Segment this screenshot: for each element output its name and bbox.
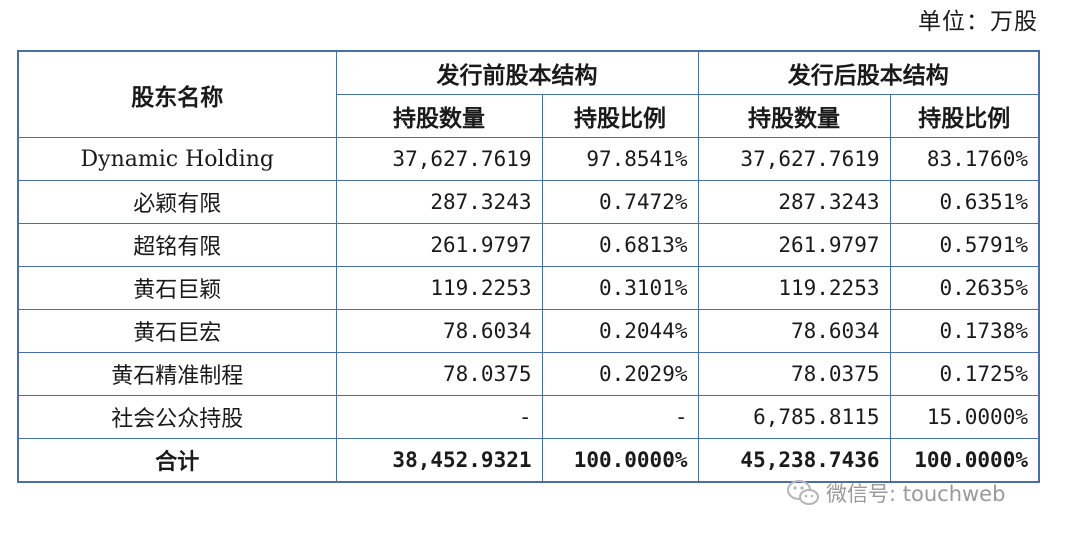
table-row: 超铭有限 261.9797 0.6813% 261.9797 0.5791% — [17, 223, 1040, 267]
row-post-shares: 287.3243 — [697, 180, 891, 224]
row-pre-ratio: 97.8541% — [541, 137, 699, 181]
table-row: 黄石巨颖 119.2253 0.3101% 119.2253 0.2635% — [17, 266, 1040, 310]
header-shareholder-name: 股东名称 — [17, 50, 337, 138]
row-pre-shares: 78.0375 — [335, 352, 543, 396]
row-name: 必颖有限 — [17, 180, 337, 224]
row-post-ratio: 0.6351% — [889, 180, 1040, 224]
table-row: Dynamic Holding 37,627.7619 97.8541% 37,… — [17, 137, 1040, 181]
row-name: Dynamic Holding — [17, 137, 337, 181]
row-pre-shares: 287.3243 — [335, 180, 543, 224]
header-pre-ratio: 持股比例 — [541, 94, 699, 138]
watermark: 微信号: touchweb — [786, 478, 1005, 508]
row-post-ratio: 0.2635% — [889, 266, 1040, 310]
total-post-shares: 45,238.7436 — [697, 438, 891, 483]
row-pre-ratio: 0.2029% — [541, 352, 699, 396]
header-pre-shares: 持股数量 — [335, 94, 543, 138]
total-row: 合计 38,452.9321 100.0000% 45,238.7436 100… — [17, 438, 1040, 483]
header-post-issue: 发行后股本结构 — [697, 50, 1040, 95]
row-post-ratio: 0.5791% — [889, 223, 1040, 267]
row-pre-ratio: 0.6813% — [541, 223, 699, 267]
row-post-shares: 119.2253 — [697, 266, 891, 310]
wechat-icon — [786, 479, 820, 507]
row-post-ratio: 15.0000% — [889, 395, 1040, 439]
row-pre-ratio: 0.2044% — [541, 309, 699, 353]
row-pre-shares: 37,627.7619 — [335, 137, 543, 181]
row-post-ratio: 0.1725% — [889, 352, 1040, 396]
table-row: 黄石巨宏 78.6034 0.2044% 78.6034 0.1738% — [17, 309, 1040, 353]
row-post-shares: 78.0375 — [697, 352, 891, 396]
row-name: 超铭有限 — [17, 223, 337, 267]
row-pre-shares: 119.2253 — [335, 266, 543, 310]
total-pre-shares: 38,452.9321 — [335, 438, 543, 483]
row-pre-shares: 261.9797 — [335, 223, 543, 267]
header-pre-issue: 发行前股本结构 — [335, 50, 699, 95]
row-pre-shares: - — [335, 395, 543, 439]
row-name: 黄石巨颖 — [17, 266, 337, 310]
row-post-ratio: 83.1760% — [889, 137, 1040, 181]
total-name: 合计 — [17, 438, 337, 483]
header-post-shares: 持股数量 — [697, 94, 891, 138]
row-name: 黄石巨宏 — [17, 309, 337, 353]
row-post-shares: 37,627.7619 — [697, 137, 891, 181]
table-row: 黄石精准制程 78.0375 0.2029% 78.0375 0.1725% — [17, 352, 1040, 396]
header-post-ratio: 持股比例 — [889, 94, 1040, 138]
watermark-text: 微信号: touchweb — [826, 482, 1006, 506]
row-post-ratio: 0.1738% — [889, 309, 1040, 353]
header-row-1: 股东名称 发行前股本结构 发行后股本结构 — [17, 50, 1040, 138]
row-post-shares: 78.6034 — [697, 309, 891, 353]
row-pre-shares: 78.6034 — [335, 309, 543, 353]
row-post-shares: 6,785.8115 — [697, 395, 891, 439]
row-name: 黄石精准制程 — [17, 352, 337, 396]
row-post-shares: 261.9797 — [697, 223, 891, 267]
row-pre-ratio: 0.7472% — [541, 180, 699, 224]
row-name: 社会公众持股 — [17, 395, 337, 439]
table-row: 必颖有限 287.3243 0.7472% 287.3243 0.6351% — [17, 180, 1040, 224]
row-pre-ratio: 0.3101% — [541, 266, 699, 310]
table-row: 社会公众持股 - - 6,785.8115 15.0000% — [17, 395, 1040, 439]
total-post-ratio: 100.0000% — [889, 438, 1040, 483]
unit-label: 单位：万股 — [918, 9, 1038, 35]
row-pre-ratio: - — [541, 395, 699, 439]
total-pre-ratio: 100.0000% — [541, 438, 699, 483]
share-structure-table: 股东名称 发行前股本结构 发行后股本结构 持股数量 持股比例 持股数量 持股比例… — [17, 50, 1040, 483]
